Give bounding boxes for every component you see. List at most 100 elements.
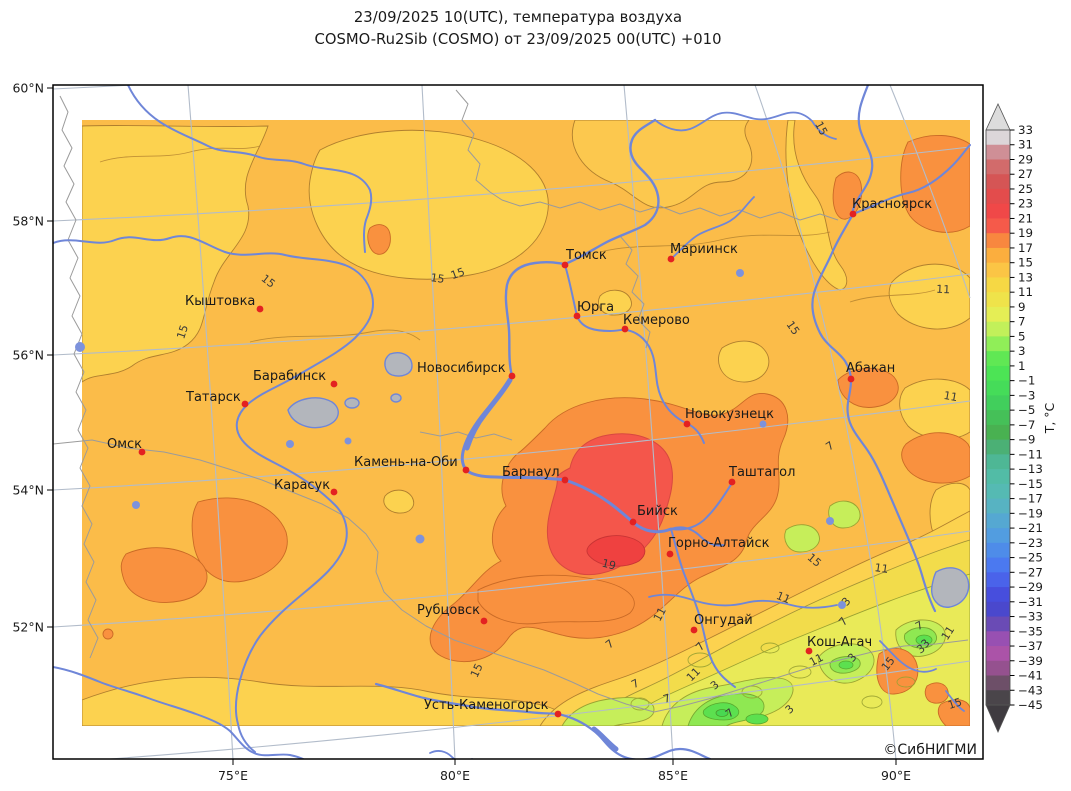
city-dot [138,448,146,456]
colorbar-tick-label: −17 [1018,492,1043,506]
city-label: Онгудай [694,613,753,628]
colorbar-tick-label: 19 [1018,226,1033,240]
city-dot [256,305,264,313]
colorbar-band [986,557,1010,573]
colorbar-tick-label: −1 [1018,374,1035,388]
city-dot [667,255,675,263]
colorbar-band [986,528,1010,544]
lat-tick-label: 52°N [12,620,44,635]
colorbar-tick-label: −3 [1018,388,1035,402]
colorbar-tick-label: −29 [1018,580,1043,594]
city-label: Усть-Каменогорск [424,698,549,713]
colorbar-band [986,336,1010,352]
city-label: Омск [107,437,142,452]
city-label: Барабинск [253,369,326,384]
contour-value-label: 11 [943,389,959,404]
colorbar-tick-label: −43 [1018,683,1043,697]
colorbar-tick-label: 1 [1018,359,1026,373]
colorbar-tick-label: 9 [1018,300,1026,314]
colorbar-tick-label: 27 [1018,167,1033,181]
city-dot [849,210,857,218]
lon-tick-label: 90°E [881,768,911,783]
colorbar-tick-label: 31 [1018,138,1033,152]
city-dot [462,466,470,474]
colorbar-tick-label: 33 [1018,123,1033,137]
city-dot [561,476,569,484]
colorbar-band [986,365,1010,382]
contour-value-label: 15 [449,265,467,282]
lat-tick-label: 56°N [12,348,44,363]
city-dot [508,372,516,380]
city-label: Рубцовск [417,603,480,618]
map-frame [52,84,984,760]
city-label: Абакан [846,361,895,376]
colorbar-band [986,159,1010,175]
colorbar-tick-label: −45 [1018,698,1043,712]
city-dot [554,710,562,718]
colorbar-band [986,631,1010,647]
lon-tick-label: 80°E [440,768,470,783]
contour-value-label: 11 [807,651,825,669]
colorbar-tick-label: −13 [1018,462,1043,476]
colorbar-tick-label: −7 [1018,418,1035,432]
colorbar-tick-label: 3 [1018,344,1026,358]
city-label: Мариинск [670,242,738,257]
city-dot [666,550,674,558]
colorbar-tick-label: −23 [1018,536,1043,550]
colorbar-band [986,262,1010,279]
colorbar-band [986,380,1010,396]
colorbar-tick-label: −37 [1018,639,1043,653]
colorbar-tick-label: −39 [1018,654,1043,668]
city-dot [330,488,338,496]
colorbar-band [986,203,1010,220]
city-dot [561,261,569,269]
colorbar-band [986,469,1010,485]
colorbar-tick-label: 23 [1018,197,1033,211]
city-label: Горно-Алтайск [668,536,770,551]
colorbar-tick-label: −15 [1018,477,1043,491]
colorbar-tick-label: −41 [1018,669,1043,683]
colorbar-band [986,660,1010,677]
colorbar-tick-label: −35 [1018,624,1043,638]
contour-value-label: 15 [812,119,830,137]
contour-value-label: 11 [939,624,957,643]
city-label: Кош-Агач [807,635,872,650]
city-dot [621,325,629,333]
colorbar-band [986,483,1010,500]
colorbar-tick-label: 7 [1018,315,1026,329]
colorbar-tick-label: −31 [1018,595,1043,609]
colorbar-tick-label: −9 [1018,433,1035,447]
contour-value-label: 7 [662,691,673,706]
city-label: Красноярск [852,197,932,212]
colorbar-tick-label: −27 [1018,565,1043,579]
city-label: Бийск [637,504,678,519]
contour-value-label: 11 [774,589,792,606]
lon-tick-label: 75°E [218,768,248,783]
city-label: Карасук [274,478,330,493]
contour-value-label: 11 [651,605,669,623]
colorbar-band [986,233,1010,249]
geography-layer [53,85,971,759]
colorbar-tick-label: −21 [1018,521,1043,535]
contour-value-label: 15 [468,661,486,679]
lon-tick-label: 85°E [658,768,688,783]
contour-value-label: 11 [874,561,890,576]
city-dot [629,518,637,526]
colorbar-band [986,144,1010,161]
colorbar-band [986,174,1010,190]
city-dot [805,647,813,655]
city-label: Татарск [185,390,241,405]
copyright-label: ©СибНИГМИ [883,742,977,758]
city-label: Кыштовка [185,294,255,309]
colorbar-outline [985,129,1011,706]
colorbar-band [986,410,1010,426]
city-label: Новосибирск [417,361,506,376]
colorbar: 33312927252321191715131197531−1−3−5−7−9−… [985,103,1057,733]
colorbar-band [986,306,1010,323]
colorbar-band [986,424,1010,441]
colorbar-band [986,513,1010,529]
city-label: Кемерово [623,313,690,328]
colorbar-band [986,351,1010,367]
colorbar-band [986,675,1010,691]
